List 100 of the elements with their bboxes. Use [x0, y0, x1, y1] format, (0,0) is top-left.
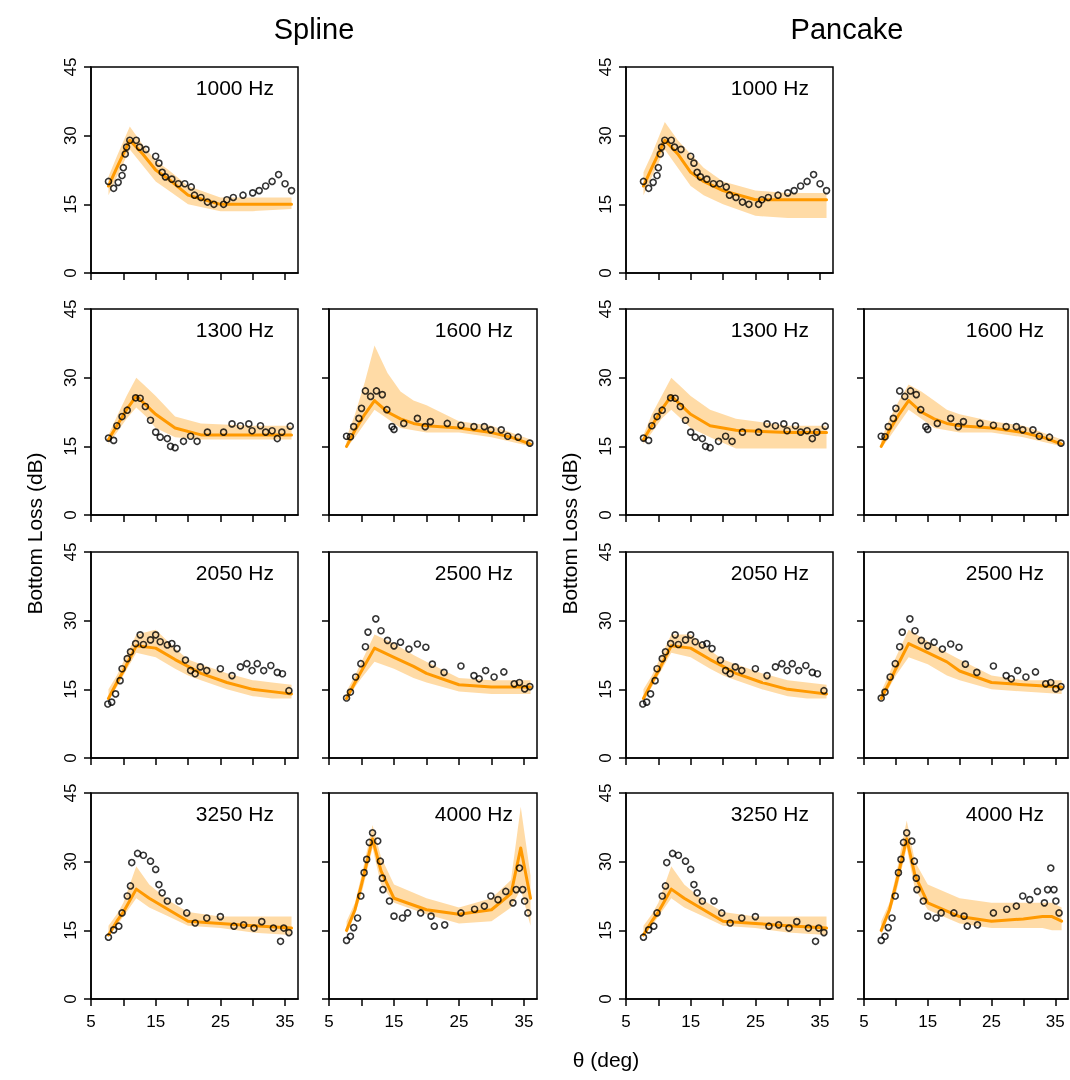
point [930, 638, 938, 646]
point [908, 837, 916, 845]
y-tick-label: 0 [596, 994, 615, 1004]
point [365, 838, 374, 847]
point [353, 914, 362, 922]
point [440, 668, 448, 677]
annotation: 1600 Hz [434, 318, 513, 341]
point [390, 912, 398, 920]
point [276, 937, 285, 946]
point [674, 640, 683, 649]
point [732, 193, 740, 202]
y-tick-label: 15 [61, 436, 80, 456]
point [139, 640, 148, 649]
point [248, 426, 256, 435]
point [268, 177, 276, 186]
point [1018, 892, 1027, 900]
point [216, 664, 225, 673]
point [892, 404, 900, 413]
point [131, 394, 140, 402]
y-tick-label: 30 [596, 126, 615, 146]
point [427, 912, 435, 920]
point [243, 659, 251, 668]
point [780, 420, 788, 428]
point [171, 443, 179, 452]
point [973, 921, 982, 929]
point [457, 909, 465, 917]
point [155, 159, 163, 167]
point [229, 193, 238, 202]
point [821, 422, 830, 430]
annotation: 1000 Hz [195, 76, 274, 99]
point [906, 615, 914, 623]
point [778, 659, 786, 668]
point [126, 648, 135, 656]
point [123, 406, 132, 414]
point [667, 136, 676, 145]
point [946, 640, 955, 648]
point [385, 897, 394, 905]
point [470, 422, 478, 431]
point [355, 414, 363, 423]
point [639, 933, 648, 941]
point [141, 402, 150, 411]
point [658, 406, 667, 414]
point [107, 698, 116, 706]
point [361, 387, 370, 395]
point [923, 912, 932, 920]
point [922, 422, 930, 431]
point [902, 829, 911, 837]
y-tick-label: 0 [61, 268, 80, 278]
point [248, 666, 256, 675]
x-tick-label: 35 [514, 1012, 534, 1031]
point [223, 195, 231, 204]
point [721, 432, 730, 441]
point [728, 437, 736, 446]
point [802, 661, 810, 670]
point [250, 924, 258, 932]
point [816, 179, 824, 188]
point [686, 152, 695, 161]
point [650, 922, 658, 931]
point [179, 437, 188, 446]
point [440, 921, 449, 929]
point [155, 880, 163, 889]
point [1045, 433, 1054, 441]
point [422, 643, 430, 652]
point [693, 889, 701, 897]
point [726, 669, 734, 678]
point [639, 434, 648, 442]
x-tick-label: 35 [810, 1012, 830, 1031]
point [216, 912, 225, 921]
x-tick-label: 5 [86, 1012, 96, 1031]
point [973, 668, 981, 677]
point [121, 150, 130, 158]
point [889, 414, 898, 423]
point [360, 868, 368, 877]
point [122, 143, 131, 151]
x-tick-label: 15 [681, 1012, 701, 1031]
point [877, 936, 886, 945]
point [644, 184, 653, 193]
point [116, 676, 124, 685]
point [698, 641, 707, 649]
point [470, 905, 479, 914]
point [123, 892, 132, 900]
point [158, 168, 166, 177]
point [1003, 905, 1011, 914]
point [1035, 432, 1044, 441]
point [197, 193, 205, 202]
point [686, 865, 695, 874]
point [443, 419, 452, 428]
point [653, 171, 661, 180]
point [691, 637, 700, 646]
point [796, 428, 805, 436]
point [754, 428, 763, 436]
point [151, 865, 160, 874]
point [804, 924, 813, 932]
point [1050, 885, 1058, 894]
point [203, 666, 211, 675]
point [376, 857, 385, 866]
point [1012, 422, 1021, 431]
point [163, 897, 172, 905]
point [351, 673, 360, 681]
point [104, 177, 113, 186]
